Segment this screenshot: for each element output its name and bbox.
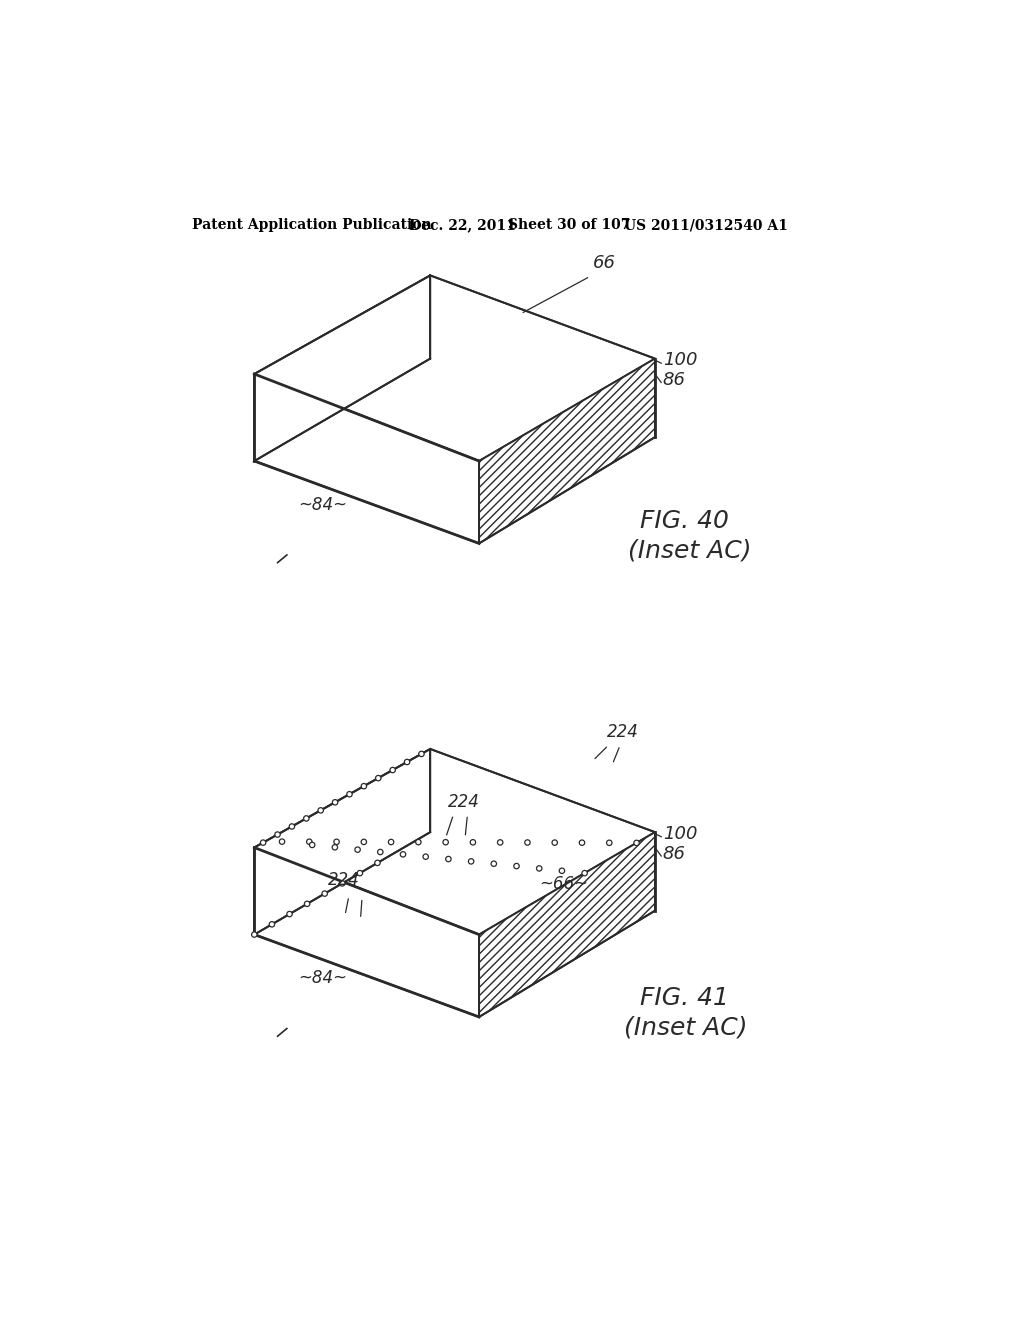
Text: 100: 100 xyxy=(663,351,697,370)
Circle shape xyxy=(375,861,380,866)
Text: ~84~: ~84~ xyxy=(299,969,347,987)
Text: 100: 100 xyxy=(663,825,697,842)
Polygon shape xyxy=(254,374,479,544)
Circle shape xyxy=(582,870,588,875)
Text: (Inset AC): (Inset AC) xyxy=(628,539,752,562)
Circle shape xyxy=(322,891,328,896)
Circle shape xyxy=(355,847,360,853)
Text: 224: 224 xyxy=(449,793,480,810)
Circle shape xyxy=(390,767,395,772)
Circle shape xyxy=(552,840,557,845)
Text: 66: 66 xyxy=(593,255,616,272)
Circle shape xyxy=(419,751,424,756)
Polygon shape xyxy=(479,359,655,544)
Circle shape xyxy=(333,800,338,805)
Circle shape xyxy=(361,840,367,845)
Text: ~84~: ~84~ xyxy=(299,496,347,513)
Circle shape xyxy=(443,840,449,845)
Circle shape xyxy=(524,840,530,845)
Polygon shape xyxy=(254,748,655,935)
Polygon shape xyxy=(254,748,430,935)
Text: Sheet 30 of 107: Sheet 30 of 107 xyxy=(508,218,630,232)
Circle shape xyxy=(309,842,315,847)
Circle shape xyxy=(332,845,338,850)
Circle shape xyxy=(287,911,292,917)
Circle shape xyxy=(304,902,310,907)
Circle shape xyxy=(260,840,266,845)
Circle shape xyxy=(559,869,564,874)
Circle shape xyxy=(468,859,474,865)
Circle shape xyxy=(334,840,339,845)
Circle shape xyxy=(537,866,542,871)
Circle shape xyxy=(318,808,324,813)
Circle shape xyxy=(340,880,345,886)
Text: ~66~: ~66~ xyxy=(539,875,588,892)
Text: FIG. 40: FIG. 40 xyxy=(640,510,728,533)
Circle shape xyxy=(445,857,452,862)
Polygon shape xyxy=(479,832,655,1016)
Circle shape xyxy=(252,932,257,937)
Text: 86: 86 xyxy=(663,371,686,389)
Circle shape xyxy=(492,861,497,866)
Text: FIG. 41: FIG. 41 xyxy=(640,986,728,1010)
Text: 224: 224 xyxy=(607,723,639,742)
Text: Dec. 22, 2011: Dec. 22, 2011 xyxy=(409,218,515,232)
Circle shape xyxy=(269,921,274,927)
Circle shape xyxy=(388,840,394,845)
Circle shape xyxy=(416,840,421,845)
Circle shape xyxy=(606,840,612,846)
Circle shape xyxy=(289,824,295,829)
Circle shape xyxy=(514,863,519,869)
Circle shape xyxy=(274,832,281,837)
Circle shape xyxy=(580,840,585,845)
Circle shape xyxy=(400,851,406,857)
Text: 224: 224 xyxy=(328,870,359,888)
Circle shape xyxy=(357,870,362,875)
Circle shape xyxy=(303,816,309,821)
Circle shape xyxy=(470,840,475,845)
Circle shape xyxy=(423,854,428,859)
Circle shape xyxy=(280,840,285,845)
Text: US 2011/0312540 A1: US 2011/0312540 A1 xyxy=(624,218,787,232)
Circle shape xyxy=(404,759,410,764)
Circle shape xyxy=(634,841,639,846)
Text: (Inset AC): (Inset AC) xyxy=(624,1015,748,1040)
Polygon shape xyxy=(254,276,655,461)
Circle shape xyxy=(361,784,367,789)
Circle shape xyxy=(347,792,352,797)
Text: Patent Application Publication: Patent Application Publication xyxy=(191,218,431,232)
Circle shape xyxy=(378,849,383,854)
Circle shape xyxy=(498,840,503,845)
Polygon shape xyxy=(254,847,479,1016)
Text: 86: 86 xyxy=(663,845,686,863)
Polygon shape xyxy=(254,276,430,461)
Circle shape xyxy=(376,775,381,781)
Circle shape xyxy=(306,840,312,845)
